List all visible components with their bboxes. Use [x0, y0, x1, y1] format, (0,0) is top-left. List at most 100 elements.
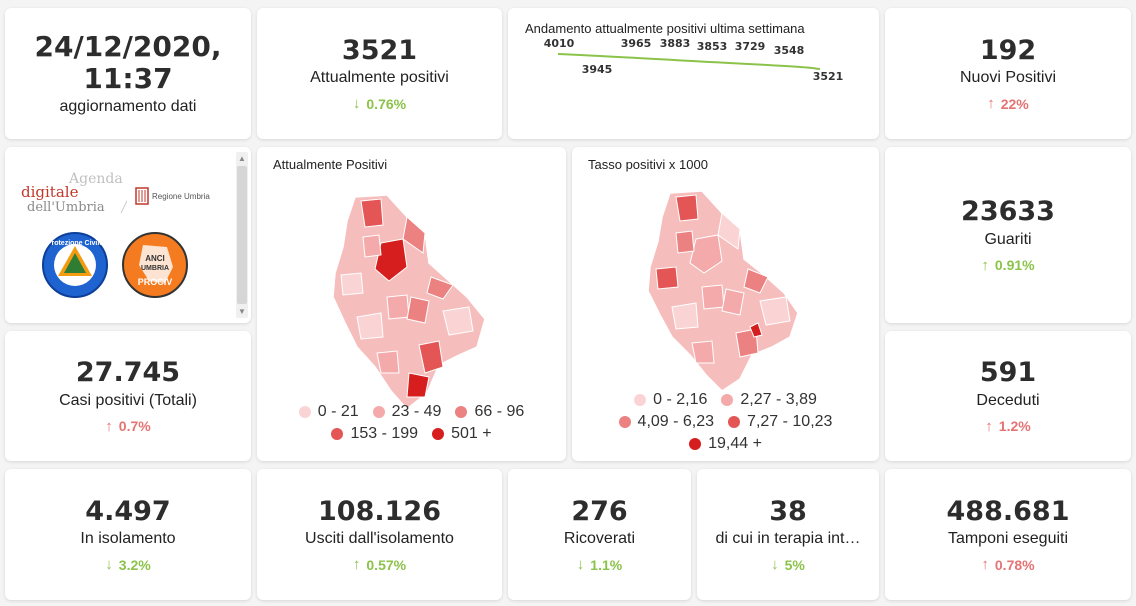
- kpi-delta: ↓ 3.2%: [105, 556, 150, 573]
- arrow-up-icon: ↑: [105, 417, 113, 435]
- trend-point-label: 3965: [621, 37, 652, 50]
- kpi-label: Guariti: [984, 230, 1032, 248]
- kpi-value: 3521: [341, 34, 418, 66]
- kpi-delta: ↑ 1.2%: [985, 418, 1030, 435]
- trend-point-label: 3945: [582, 63, 613, 76]
- protezione-civile-logo: Protezione Civile: [42, 232, 108, 298]
- kpi-nuovi-positivi: 192 Nuovi Positivi ↑ 22%: [885, 8, 1131, 139]
- arrow-down-icon: ↓: [352, 95, 361, 113]
- map-positivi-legend: 0 - 21 23 - 49 66 - 96 153 - 199 501 +: [257, 403, 566, 443]
- svg-text:ANCI: ANCI: [145, 254, 165, 263]
- kpi-delta: ↓ 1.1%: [577, 556, 622, 573]
- kpi-casi-totali: 27.745 Casi positivi (Totali) ↑ 0.7%: [5, 331, 251, 461]
- legend-item: 4,09 - 6,23: [618, 413, 714, 431]
- update-card: 24/12/2020, 11:37 aggiornamento dati: [5, 8, 251, 139]
- trend-point-label: 3853: [697, 40, 728, 53]
- kpi-value: 192: [979, 34, 1037, 66]
- scrollbar-thumb[interactable]: [237, 166, 247, 304]
- kpi-value: 591: [979, 357, 1037, 389]
- trend-chart: 4010 3965 3883 3853 3729 3548 3945 3521: [544, 37, 844, 83]
- kpi-usciti: 108.126 Usciti dall'isolamento ↑ 0.57%: [257, 469, 502, 600]
- trend-point-label: 3521: [813, 70, 844, 83]
- umbria-map-positivi[interactable]: [257, 177, 566, 417]
- legend-item: 2,27 - 3,89: [721, 391, 817, 409]
- kpi-delta-value: 1.1%: [590, 556, 623, 573]
- anci-umbria-prociv-logo: ANCI UMBRIA PROCIV: [122, 232, 188, 298]
- scroll-down-icon[interactable]: ▼: [238, 307, 246, 316]
- legend-dot: [721, 394, 734, 406]
- umbria-map-tasso[interactable]: [572, 177, 879, 397]
- kpi-delta: ↑ 0.78%: [981, 556, 1034, 573]
- kpi-terapia-intensiva: 38 di cui in terapia int… ↓ 5%: [697, 469, 879, 600]
- arrow-down-icon: ↓: [105, 556, 113, 574]
- kpi-ricoverati: 276 Ricoverati ↓ 1.1%: [508, 469, 691, 600]
- svg-text:Agenda: Agenda: [68, 171, 123, 187]
- legend-item: 153 - 199: [331, 425, 418, 443]
- kpi-delta-value: 0.78%: [994, 556, 1035, 573]
- kpi-delta-value: 0.57%: [366, 556, 407, 573]
- kpi-value: 488.681: [946, 495, 1070, 527]
- update-datetime: 24/12/2020, 11:37: [34, 29, 222, 95]
- map-title: Attualmente Positivi: [273, 157, 388, 172]
- svg-text:Protezione Civile: Protezione Civile: [47, 240, 104, 247]
- scroll-up-icon[interactable]: ▲: [238, 154, 246, 163]
- trend-title: Andamento attualmente positivi ultima se…: [525, 21, 805, 36]
- legend-item: 66 - 96: [455, 403, 524, 421]
- kpi-label: Casi positivi (Totali): [59, 391, 197, 409]
- legend-dot: [455, 406, 468, 418]
- kpi-value: 27.745: [75, 357, 181, 389]
- kpi-delta: ↑ 0.7%: [105, 418, 150, 435]
- kpi-delta: ↓ 0.76%: [353, 95, 406, 112]
- map-tasso-legend: 0 - 2,16 2,27 - 3,89 4,09 - 6,23 7,27 - …: [572, 391, 879, 453]
- kpi-label: Ricoverati: [563, 530, 636, 548]
- regione-emblem-icon: [135, 187, 149, 205]
- svg-text:UMBRIA: UMBRIA: [141, 265, 169, 272]
- arrow-up-icon: ↑: [352, 556, 361, 574]
- legend-item: 501 +: [432, 425, 492, 443]
- legend-dot: [634, 394, 647, 406]
- kpi-label: Usciti dall'isolamento: [305, 530, 454, 548]
- kpi-value: 276: [571, 495, 628, 527]
- arrow-up-icon: ↑: [981, 256, 989, 274]
- kpi-label: Deceduti: [976, 391, 1040, 409]
- kpi-value: 38: [769, 495, 807, 527]
- arrow-up-icon: ↑: [987, 95, 995, 113]
- legend-dot: [372, 406, 385, 418]
- legend-dot: [298, 406, 311, 418]
- trend-point-label: 3729: [735, 40, 766, 53]
- legend-dot: [331, 428, 344, 440]
- trend-point-label: 4010: [544, 37, 575, 50]
- kpi-deceduti: 591 Deceduti ↑ 1.2%: [885, 331, 1131, 461]
- map-title: Tasso positivi x 1000: [588, 157, 708, 172]
- arrow-down-icon: ↓: [576, 556, 585, 574]
- map-tasso-card: Tasso positivi x 1000 0 - 2,16 2,27 - 3,…: [572, 147, 879, 461]
- logos-card: Agenda digitale dell'Umbria Regione Umbr…: [5, 147, 251, 323]
- svg-text:PROCIV: PROCIV: [138, 277, 173, 287]
- legend-dot: [432, 428, 445, 440]
- kpi-delta: ↑ 0.91%: [981, 257, 1034, 274]
- legend-item: 0 - 2,16: [634, 391, 707, 409]
- kpi-delta: ↑ 22%: [987, 95, 1029, 112]
- logos-scrollbar[interactable]: ▲ ▼: [236, 152, 248, 318]
- svg-text:digitale: digitale: [21, 183, 79, 201]
- kpi-delta-value: 3.2%: [118, 556, 151, 573]
- kpi-value: 4.497: [85, 495, 171, 527]
- kpi-label: Nuovi Positivi: [959, 69, 1057, 87]
- kpi-value: 23633: [961, 196, 1055, 228]
- trend-card: Andamento attualmente positivi ultima se…: [508, 8, 879, 139]
- kpi-delta: ↑ 0.57%: [353, 556, 406, 573]
- trend-point-label: 3548: [774, 44, 805, 57]
- kpi-attualmente-positivi: 3521 Attualmente positivi ↓ 0.76%: [257, 8, 502, 139]
- kpi-delta: ↓ 5%: [771, 556, 805, 573]
- regione-umbria-logo: Regione Umbria: [135, 187, 210, 205]
- kpi-delta-value: 0.91%: [994, 257, 1035, 274]
- kpi-delta-value: 22%: [1000, 95, 1029, 112]
- kpi-label: In isolamento: [80, 530, 176, 548]
- kpi-label: di cui in terapia int…: [715, 530, 861, 548]
- kpi-delta-value: 0.7%: [118, 418, 151, 435]
- legend-item: 19,44 +: [689, 435, 762, 453]
- kpi-value: 108.126: [318, 495, 441, 527]
- legend-dot: [728, 416, 741, 428]
- legend-dot: [689, 438, 702, 450]
- legend-dot: [618, 416, 631, 428]
